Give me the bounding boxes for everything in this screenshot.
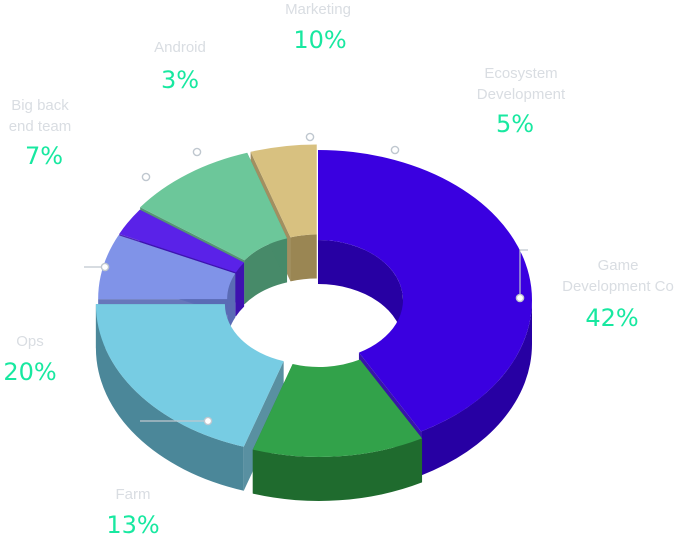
slice-label-big-back-end-team: Big back end team (9, 97, 72, 135)
leader-dot-farm (203, 416, 213, 426)
slice-label-android: Android (154, 39, 206, 56)
slice-label-ecosystem-development: Ecosystem Development (477, 65, 566, 103)
slice-label-line: Big back (11, 97, 69, 114)
slice-label-ops: Ops (16, 333, 44, 350)
slice-percent-farm: 13% (106, 511, 159, 539)
slice-inner-wall (318, 240, 403, 344)
slice-marketing (140, 152, 288, 261)
slice-percent-ops: 20% (3, 358, 56, 386)
slice-inner-wall (290, 234, 317, 282)
slice-label-line: Marketing (285, 1, 351, 18)
slice-label-line: Android (154, 39, 206, 56)
slice-outer-wall (421, 300, 532, 476)
slice-game-dev-companies (318, 150, 532, 432)
leader-dot-ecosystem-development (390, 145, 400, 155)
slice-label-line: end team (9, 118, 72, 135)
slice-label-marketing: Marketing (285, 1, 351, 18)
slice-percent-marketing: 10% (293, 26, 346, 54)
slice-label-line: Game (598, 257, 639, 274)
slice-big-back-end-team (98, 235, 236, 300)
slice-outer-wall (95, 304, 244, 491)
slice-ecosystem-development (250, 144, 317, 238)
slice-percent-game-dev-companies: 42% (585, 304, 638, 332)
leader-dot-game-dev-companies (515, 293, 525, 303)
slice-percent-ecosystem-development: 5% (496, 110, 534, 138)
slice-label-line: Development (477, 86, 566, 103)
slice-label-line: Ecosystem (484, 65, 557, 82)
leader-dot-marketing (305, 132, 315, 142)
leader-lines (84, 132, 528, 426)
leader-dot-big-back-end-team (141, 172, 151, 182)
slice-outer-wall (252, 438, 423, 501)
slice-label-line: Farm (116, 486, 151, 503)
slice-label-line: Ops (16, 333, 44, 350)
slice-labels: Game Development Co 42% Farm 13% Ops 20% Big ba… (3, 1, 674, 539)
slice-farm (252, 359, 423, 457)
slice-android (119, 209, 245, 273)
leader-line-game-dev-companies (519, 249, 528, 298)
slice-percent-big-back-end-team: 7% (25, 142, 63, 170)
slice-label-farm: Farm (116, 486, 151, 503)
leader-dot-android (192, 147, 202, 157)
slice-ops (95, 304, 284, 447)
slice-percent-android: 3% (161, 66, 199, 94)
slice-label-line: Development Co (562, 278, 674, 295)
leader-dot-ops (100, 262, 110, 272)
slice-label-game-dev-companies: Game Development Co (562, 257, 674, 295)
slice-tops (95, 144, 532, 457)
